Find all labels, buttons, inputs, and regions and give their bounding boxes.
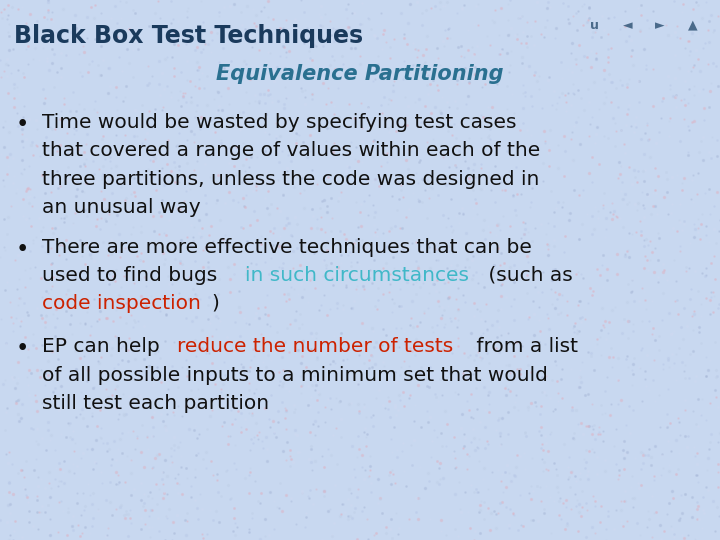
Text: ◄: ◄ <box>623 19 632 32</box>
Text: from a list: from a list <box>470 338 578 356</box>
Text: •: • <box>16 113 30 137</box>
Text: ▲: ▲ <box>688 19 697 32</box>
Text: Equivalence Partitioning: Equivalence Partitioning <box>216 64 504 84</box>
Text: three partitions, unless the code was designed in: three partitions, unless the code was de… <box>42 170 539 188</box>
Text: reduce the number of tests: reduce the number of tests <box>177 338 454 356</box>
Text: Time would be wasted by specifying test cases: Time would be wasted by specifying test … <box>42 113 516 132</box>
Text: code inspection: code inspection <box>42 294 201 313</box>
Text: in such circumstances: in such circumstances <box>245 266 469 285</box>
Text: of all possible inputs to a minimum set that would: of all possible inputs to a minimum set … <box>42 366 548 384</box>
Text: (such as: (such as <box>482 266 572 285</box>
Text: used to find bugs: used to find bugs <box>42 266 223 285</box>
Text: u: u <box>590 19 599 32</box>
Text: that covered a range of values within each of the: that covered a range of values within ea… <box>42 141 540 160</box>
Text: There are more effective techniques that can be: There are more effective techniques that… <box>42 238 531 256</box>
Text: still test each partition: still test each partition <box>42 394 269 413</box>
Text: Black Box Test Techniques: Black Box Test Techniques <box>14 24 364 48</box>
Text: ): ) <box>211 294 219 313</box>
Text: •: • <box>16 338 30 361</box>
Text: •: • <box>16 238 30 261</box>
Text: EP can help: EP can help <box>42 338 166 356</box>
Text: an unusual way: an unusual way <box>42 198 200 217</box>
Text: ►: ► <box>655 19 665 32</box>
